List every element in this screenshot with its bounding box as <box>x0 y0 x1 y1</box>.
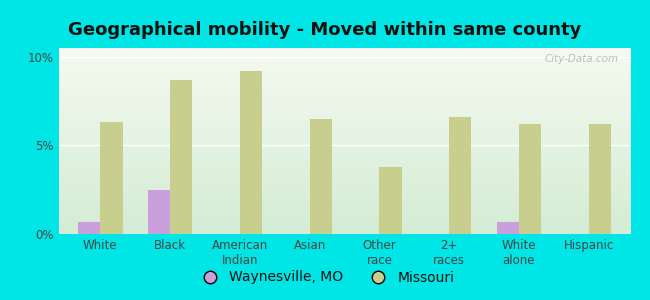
Bar <box>240 71 262 234</box>
Bar <box>100 122 123 234</box>
Bar <box>589 124 611 234</box>
Bar <box>78 222 100 234</box>
Bar <box>497 222 519 234</box>
Legend: Waynesville, MO, Missouri: Waynesville, MO, Missouri <box>190 265 460 290</box>
Text: City-Data.com: City-Data.com <box>545 54 619 64</box>
Bar <box>449 117 471 234</box>
Bar <box>309 119 332 234</box>
Bar <box>148 190 170 234</box>
Bar <box>519 124 541 234</box>
Text: Geographical mobility - Moved within same county: Geographical mobility - Moved within sam… <box>68 21 582 39</box>
Bar <box>170 80 192 234</box>
Bar <box>380 167 402 234</box>
